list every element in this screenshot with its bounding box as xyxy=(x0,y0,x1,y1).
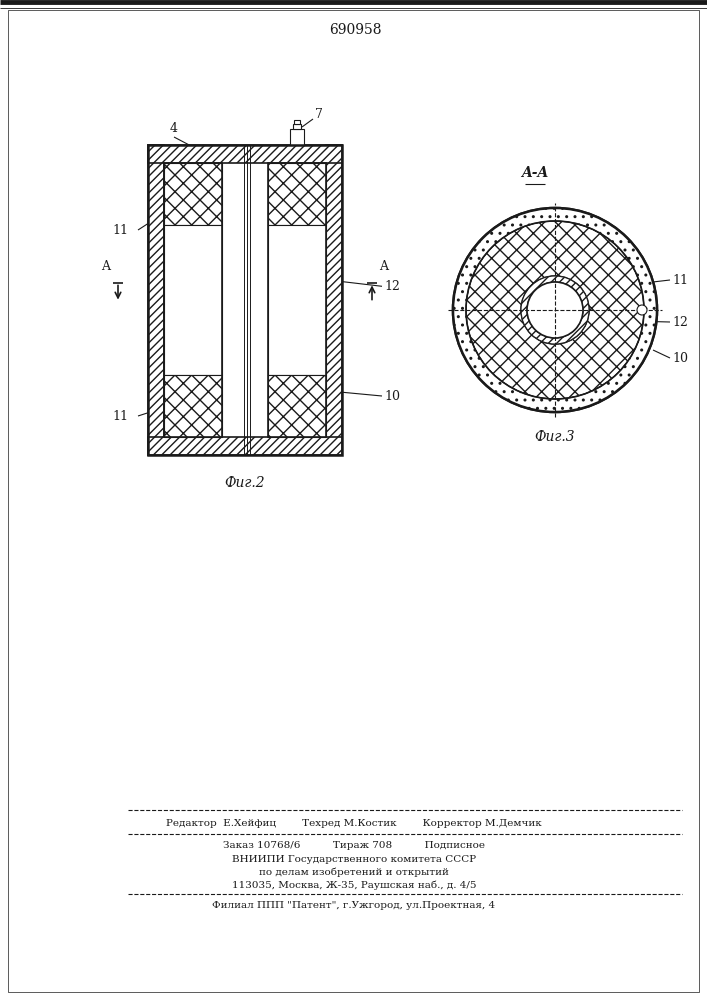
Text: 10: 10 xyxy=(672,352,688,364)
Text: Редактор  Е.Хейфиц        Техред М.Костик        Корректор М.Демчик: Редактор Е.Хейфиц Техред М.Костик Коррек… xyxy=(166,818,542,828)
Text: 10: 10 xyxy=(384,389,400,402)
Text: 11: 11 xyxy=(112,224,128,236)
Bar xyxy=(268,375,326,437)
Text: Филиал ППП "Патент", г.Ужгород, ул.Проектная, 4: Филиал ППП "Патент", г.Ужгород, ул.Проек… xyxy=(212,902,496,910)
Text: 690958: 690958 xyxy=(329,23,381,37)
Circle shape xyxy=(527,282,583,338)
Text: A: A xyxy=(380,259,389,272)
Bar xyxy=(268,225,326,375)
Circle shape xyxy=(466,221,644,399)
Bar xyxy=(268,163,326,437)
Bar xyxy=(148,145,342,163)
Text: 12: 12 xyxy=(672,316,688,328)
Text: 12: 12 xyxy=(384,280,400,293)
Bar xyxy=(148,145,164,455)
Bar xyxy=(148,145,342,455)
Text: A: A xyxy=(102,259,110,272)
Bar xyxy=(164,163,222,225)
Text: 11: 11 xyxy=(112,410,128,422)
Text: по делам изобретений и открытий: по делам изобретений и открытий xyxy=(259,867,449,877)
Text: Заказ 10768/6          Тираж 708          Подписное: Заказ 10768/6 Тираж 708 Подписное xyxy=(223,842,485,850)
Bar xyxy=(164,225,222,375)
Bar xyxy=(164,375,222,437)
Bar xyxy=(164,163,222,437)
Text: 7: 7 xyxy=(315,108,323,121)
Bar xyxy=(294,120,300,124)
Circle shape xyxy=(637,305,647,315)
Circle shape xyxy=(453,208,657,412)
Text: A-A: A-A xyxy=(521,166,549,180)
Bar xyxy=(268,163,326,225)
Bar xyxy=(293,124,301,129)
Text: 11: 11 xyxy=(672,273,688,286)
Text: ВНИИПИ Государственного комитета СССР: ВНИИПИ Государственного комитета СССР xyxy=(232,854,476,863)
Circle shape xyxy=(521,276,589,344)
Text: 4: 4 xyxy=(170,122,178,135)
Bar xyxy=(148,437,342,455)
Bar xyxy=(326,145,342,455)
Bar xyxy=(290,129,304,145)
Text: Фиг.3: Фиг.3 xyxy=(534,430,575,444)
Text: Фиг.2: Фиг.2 xyxy=(225,476,265,490)
Text: 113035, Москва, Ж-35, Раушская наб., д. 4/5: 113035, Москва, Ж-35, Раушская наб., д. … xyxy=(232,880,477,890)
